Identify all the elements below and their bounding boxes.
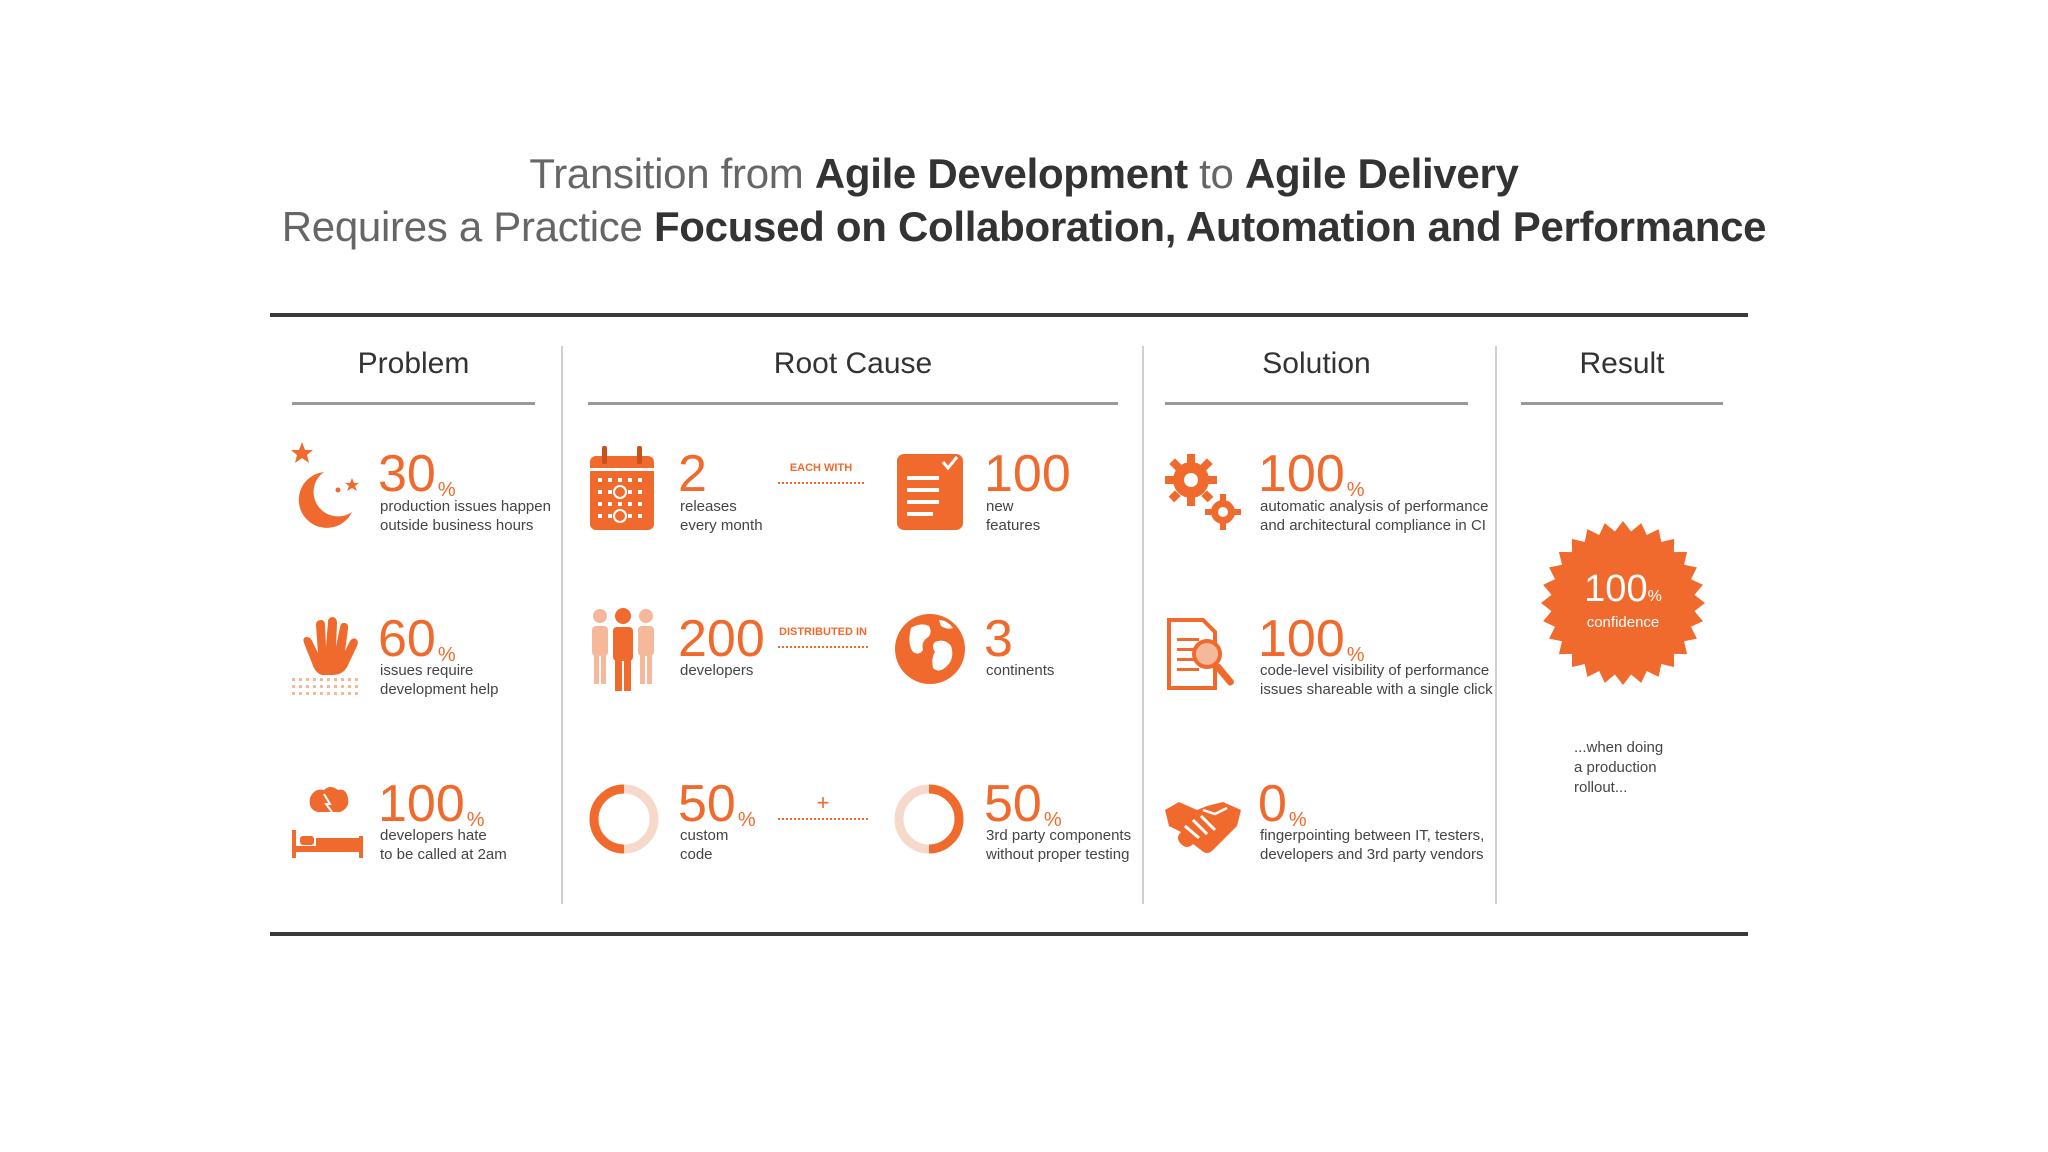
result-stat: 100% <box>1584 568 1662 610</box>
raised-hand-icon <box>290 615 365 695</box>
problem-stat-1: 30% <box>378 445 456 503</box>
root-desc-custom-code: custom code <box>680 827 729 863</box>
solution-desc-3: fingerpointing between IT, testers, devel… <box>1260 827 1485 863</box>
handshake-icon <box>1163 796 1243 862</box>
column-underline <box>292 402 535 405</box>
bed-icon <box>290 780 365 860</box>
root-desc-features: new features <box>986 498 1041 534</box>
problem-stat-3: 100% <box>378 775 485 833</box>
title-line-1: Transition from Agile Development to Agi… <box>0 150 2048 198</box>
divider-1 <box>561 346 563 904</box>
title-segment: Transition from <box>529 150 815 197</box>
divider-2 <box>1142 346 1144 904</box>
connector-each-with: EACH WITH <box>789 462 853 474</box>
column-header-result: Result <box>1579 347 1665 380</box>
divider-3 <box>1495 346 1497 904</box>
result-label: confidence <box>1586 614 1660 631</box>
problem-stat-2: 60% <box>378 610 456 668</box>
column-underline <box>1521 402 1723 405</box>
root-desc-releases: releases every month <box>680 498 763 534</box>
title-segment: Agile Development <box>814 150 1188 197</box>
root-desc-continents: continents <box>986 662 1055 679</box>
solution-stat-3: 0% <box>1258 775 1307 833</box>
column-header-solution: Solution <box>1262 347 1371 380</box>
half-ring-left-icon <box>588 776 660 862</box>
root-desc-third-party: 3rd party components without proper testi… <box>986 827 1132 863</box>
column-underline <box>588 402 1118 405</box>
column-underline <box>1165 402 1468 405</box>
root-stat-custom-code: 50% <box>678 775 756 833</box>
checklist-icon <box>895 452 965 532</box>
solution-stat-1: 100% <box>1258 445 1365 503</box>
solution-stat-2: 100% <box>1258 610 1365 668</box>
connector-plus: + <box>816 790 830 815</box>
result-note: ...when doing a production rollout... <box>1574 739 1664 796</box>
half-ring-right-icon <box>893 776 965 862</box>
column-header-root-cause: Root Cause <box>773 347 933 380</box>
root-stat-features: 100 <box>984 445 1071 503</box>
seal-icon <box>1541 521 1705 685</box>
title-segment: to <box>1187 150 1245 197</box>
top-rule <box>270 313 1748 317</box>
seal-shape <box>1541 521 1705 685</box>
problem-desc-1: production issues happen outside business… <box>380 498 551 534</box>
problem-desc-2: issues require development help <box>380 662 499 698</box>
problem-desc-3: developers hate to be called at 2am <box>380 827 507 863</box>
connector-distributed-in: DISTRIBUTED IN <box>779 626 867 638</box>
column-header-problem: Problem <box>357 347 470 380</box>
connector-line <box>778 646 868 648</box>
root-desc-developers: developers <box>680 662 754 679</box>
title-segment: Requires a Practice <box>281 203 654 250</box>
moon-stars-icon <box>290 440 365 535</box>
bottom-rule <box>270 932 1748 936</box>
root-stat-third-party: 50% <box>984 775 1062 833</box>
document-magnifier-icon <box>1163 616 1243 696</box>
root-stat-continents: 3 <box>984 610 1013 668</box>
calendar-icon <box>588 444 656 532</box>
connector-line <box>778 482 864 484</box>
confidence-seal: 100% confidence <box>1540 508 1706 698</box>
title-segment: Agile Delivery <box>1244 150 1519 197</box>
root-stat-releases: 2 <box>678 445 707 503</box>
title-line-2: Requires a Practice Focused on Collabora… <box>0 203 2048 251</box>
globe-icon <box>893 608 967 690</box>
connector-line <box>778 818 868 820</box>
solution-desc-2: code-level visibility of performance issu… <box>1260 662 1493 698</box>
gears-icon <box>1163 452 1243 534</box>
people-icon <box>588 606 658 692</box>
solution-desc-1: automatic analysis of performance and arc… <box>1260 498 1489 534</box>
root-stat-developers: 200 <box>678 610 765 668</box>
title-segment: Focused on Collaboration, Automation and… <box>653 203 1767 250</box>
